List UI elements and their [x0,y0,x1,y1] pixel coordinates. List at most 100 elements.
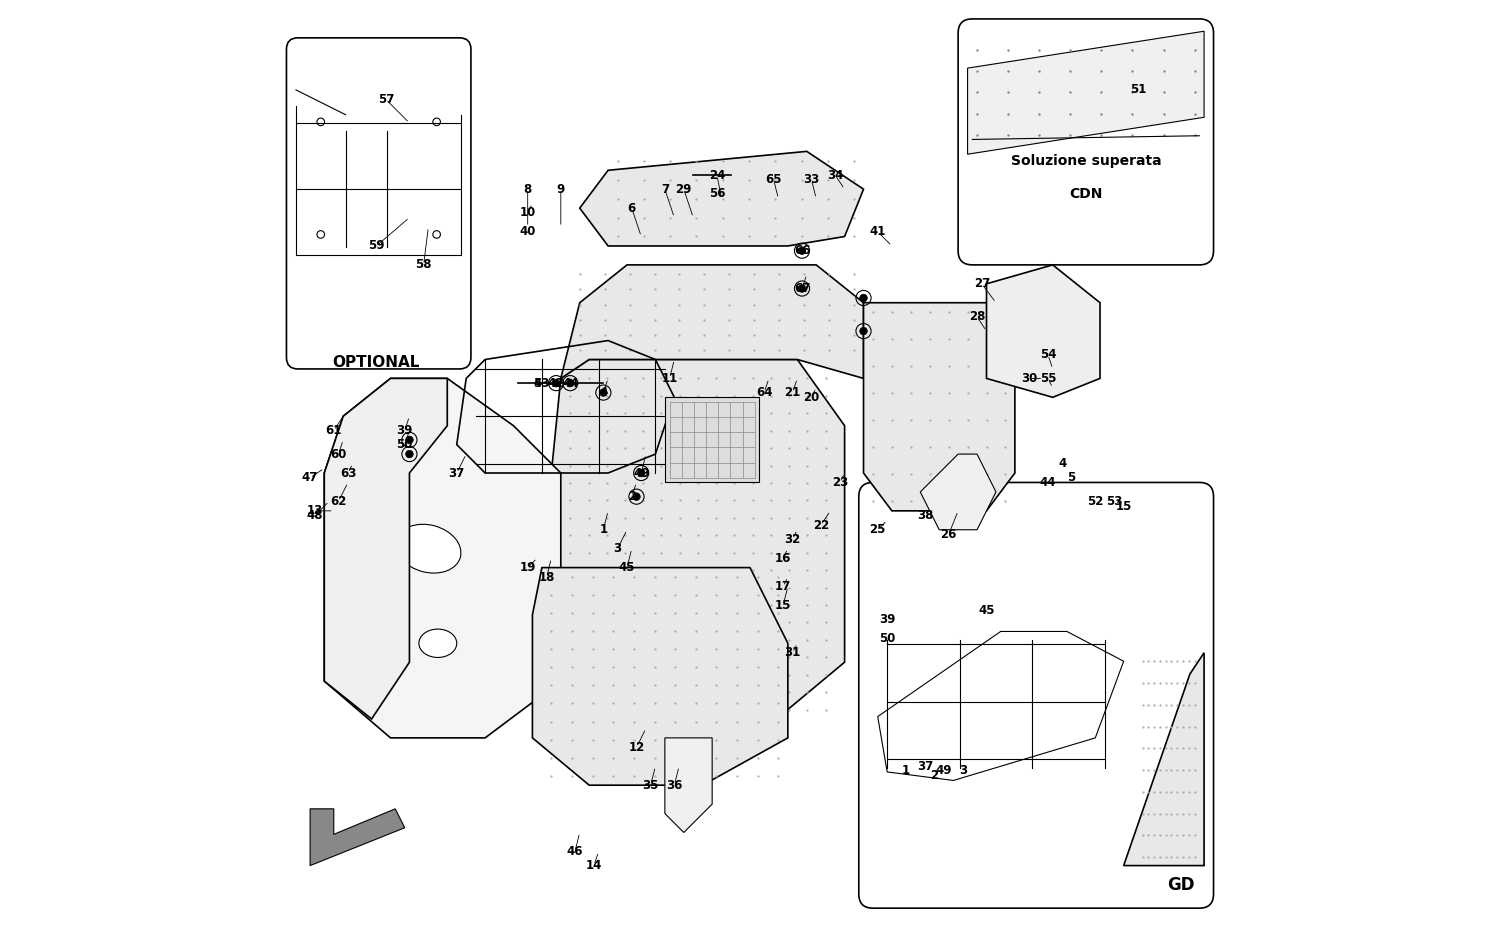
Polygon shape [1124,653,1204,866]
Text: 28: 28 [969,310,986,324]
Text: 56: 56 [708,187,724,201]
Text: 24: 24 [708,168,724,182]
Text: 50: 50 [396,438,412,451]
Polygon shape [542,359,844,738]
Circle shape [405,436,412,444]
Text: Soluzione superata: Soluzione superata [1011,154,1161,167]
Circle shape [798,285,806,292]
Text: 43: 43 [534,377,550,390]
Polygon shape [921,454,996,530]
Polygon shape [324,378,447,719]
Circle shape [633,493,640,500]
Text: 15: 15 [776,599,792,612]
Circle shape [405,450,412,458]
Text: 44: 44 [562,377,579,390]
Circle shape [798,247,806,254]
Text: 29: 29 [675,183,692,196]
Text: CDN: CDN [1070,187,1102,201]
Text: 61: 61 [326,424,342,437]
FancyBboxPatch shape [859,482,1214,908]
Text: 22: 22 [813,518,830,532]
Polygon shape [324,378,561,738]
Text: 19: 19 [519,561,536,574]
Circle shape [859,327,867,335]
FancyBboxPatch shape [286,38,471,369]
Text: 10: 10 [519,206,536,219]
Text: 9: 9 [556,183,566,196]
Text: 8: 8 [524,183,532,196]
Polygon shape [987,265,1100,397]
Text: 49: 49 [936,764,952,778]
Text: 3: 3 [614,542,621,555]
Polygon shape [579,151,864,246]
Text: 39: 39 [879,613,896,626]
Text: 3: 3 [958,764,968,778]
Text: 65: 65 [765,173,782,186]
Text: 7: 7 [662,183,669,196]
Text: 34: 34 [827,168,843,182]
Text: 5: 5 [1068,471,1076,484]
Text: 32: 32 [784,533,801,546]
Circle shape [638,469,645,477]
Circle shape [859,294,867,302]
Text: 57: 57 [378,93,394,106]
Text: 26: 26 [940,528,957,541]
Text: 14: 14 [585,859,602,872]
FancyBboxPatch shape [958,19,1214,265]
Text: OPTIONAL: OPTIONAL [333,355,420,370]
Ellipse shape [419,629,456,657]
Text: 21: 21 [784,386,801,399]
Text: 39: 39 [396,424,412,437]
Text: 62: 62 [330,495,346,508]
Text: 60: 60 [330,447,346,461]
Text: 38: 38 [916,509,933,522]
Text: 41: 41 [870,225,886,238]
Text: 35: 35 [642,779,658,792]
Text: 51: 51 [1130,83,1146,96]
Text: 1: 1 [902,764,910,778]
Text: 40: 40 [519,225,536,238]
Text: 13: 13 [306,504,322,517]
Text: 49: 49 [633,466,650,480]
Text: 55: 55 [1040,372,1056,385]
Text: 4: 4 [598,386,608,399]
Polygon shape [864,303,1016,511]
Text: 66: 66 [794,244,810,257]
Text: 5: 5 [532,377,542,390]
Text: 17: 17 [776,580,790,593]
Bar [664,397,759,482]
Text: 6: 6 [627,201,636,215]
Text: 64: 64 [756,386,772,399]
Text: GD: GD [1167,876,1194,894]
Text: 33: 33 [804,173,819,186]
Text: 12: 12 [628,741,645,754]
Text: 59: 59 [368,239,384,253]
Polygon shape [664,738,712,832]
Text: 15: 15 [1116,499,1132,513]
Text: 37: 37 [916,760,933,773]
Text: 18: 18 [538,570,555,584]
Text: 25: 25 [870,523,886,536]
Text: 2: 2 [627,490,636,503]
Text: 1: 1 [600,523,608,536]
Text: 27: 27 [974,277,990,290]
Text: 23: 23 [831,476,848,489]
Text: 36: 36 [666,779,682,792]
Text: 58: 58 [416,258,432,272]
Text: 42: 42 [548,377,564,390]
Text: 44: 44 [1040,476,1056,489]
Text: 48: 48 [306,509,322,522]
Text: 46: 46 [567,845,584,858]
Text: 45: 45 [620,561,636,574]
Text: 67: 67 [794,282,810,295]
Text: 54: 54 [1040,348,1056,361]
Text: 11: 11 [662,372,678,385]
Text: 50: 50 [879,632,896,645]
Text: 2: 2 [930,769,939,782]
Text: 53: 53 [1106,495,1122,508]
Circle shape [552,379,560,387]
Text: 4: 4 [1058,457,1066,470]
Text: 37: 37 [448,466,465,480]
Text: 47: 47 [302,471,318,484]
Text: 45: 45 [978,604,994,617]
